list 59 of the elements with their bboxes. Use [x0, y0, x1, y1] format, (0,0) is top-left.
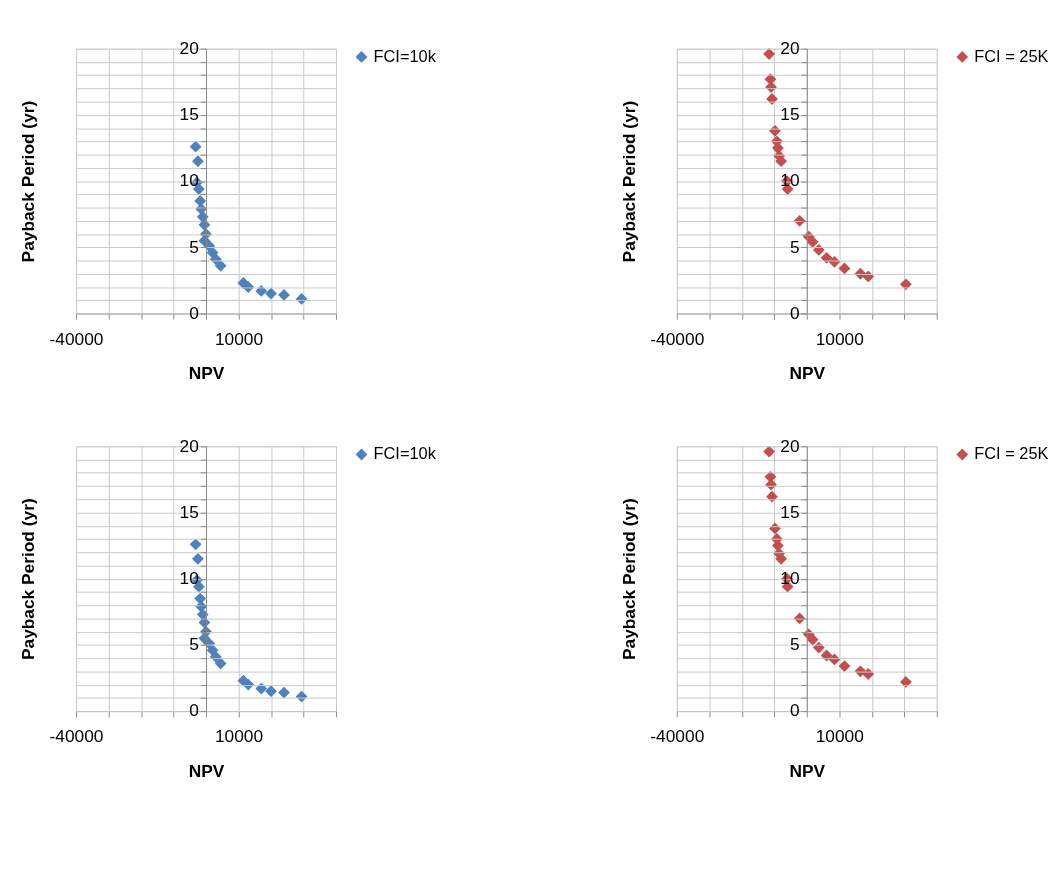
y-tick-label: 0 — [189, 700, 199, 721]
x-tick-label: 10000 — [214, 726, 264, 747]
point — [214, 657, 227, 670]
y-tick-label: 15 — [780, 501, 800, 522]
y-tick-label: 5 — [789, 236, 800, 257]
x-tick-label: -40000 — [49, 726, 104, 747]
x-tick-label: -40000 — [650, 328, 705, 349]
y-tick-label: 15 — [780, 104, 800, 125]
x-axis-title: NPV — [188, 761, 225, 782]
y-axis-title: Payback Period (yr) — [18, 498, 39, 661]
point — [192, 552, 204, 565]
x-tick-label: -40000 — [650, 726, 705, 747]
y-tick-label: 10 — [179, 568, 199, 588]
y-tick-label: 0 — [789, 700, 800, 721]
y-tick-label: 20 — [780, 38, 800, 58]
point — [766, 490, 778, 503]
y-tick-label: 10 — [780, 568, 800, 588]
x-tick-label: 10000 — [214, 328, 264, 349]
point — [189, 538, 202, 551]
point — [265, 287, 277, 300]
point — [295, 293, 308, 305]
point — [278, 686, 290, 699]
y-axis-title: Payback Period (yr) — [618, 498, 639, 661]
y-tick-label: 15 — [179, 501, 199, 522]
point — [769, 522, 781, 535]
point — [806, 236, 819, 248]
x-axis-title: NPV — [188, 363, 225, 384]
y-tick-label: 20 — [179, 38, 199, 58]
y-tick-label: 20 — [179, 435, 199, 456]
x-axis-title: NPV — [789, 363, 826, 384]
y-axis-title: Payback Period (yr) — [18, 100, 39, 263]
point — [862, 270, 875, 283]
point — [189, 140, 202, 153]
point — [214, 259, 227, 272]
point — [838, 660, 851, 672]
y-tick-label: 5 — [189, 634, 199, 655]
point — [192, 155, 204, 168]
y-tick-label: 15 — [179, 104, 199, 125]
legend-label: FCI = 25K — [974, 46, 1049, 65]
x-tick-label: 10000 — [815, 328, 864, 349]
x-axis-title: NPV — [789, 761, 826, 782]
y-axis-title: Payback Period (yr) — [618, 100, 639, 263]
x-tick-label: -40000 — [49, 328, 104, 349]
y-tick-label: 10 — [179, 170, 199, 191]
point — [255, 682, 268, 695]
y-tick-label: 5 — [189, 236, 199, 257]
y-tick-label: 20 — [780, 435, 800, 456]
legend-label: FCI=10k — [373, 46, 437, 65]
legend-label: FCI = 25K — [974, 444, 1049, 463]
point — [265, 685, 277, 698]
point — [194, 195, 207, 207]
legend-label: FCI=10k — [373, 444, 437, 463]
y-tick-label: 0 — [789, 302, 800, 323]
point — [763, 48, 775, 60]
x-tick-label: 10000 — [815, 726, 864, 747]
point — [763, 445, 775, 458]
y-tick-label: 10 — [780, 170, 800, 191]
y-tick-label: 5 — [789, 634, 800, 655]
y-tick-label: 0 — [189, 302, 199, 323]
